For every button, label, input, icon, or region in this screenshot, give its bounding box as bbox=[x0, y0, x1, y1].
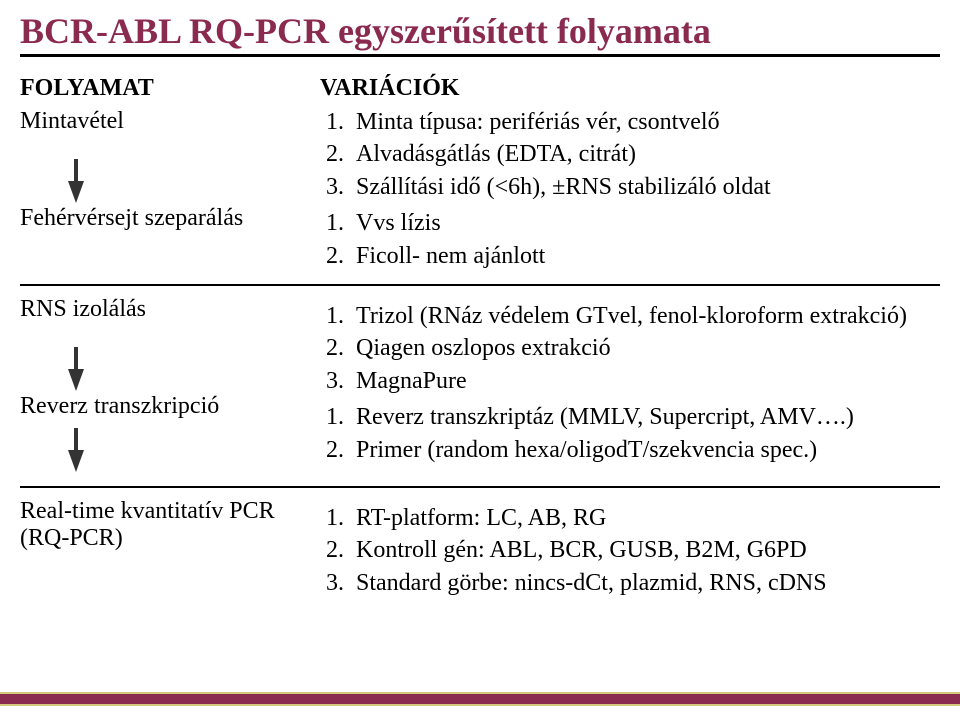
variation-list: RT-platform: LC, AB, RG Kontroll gén: AB… bbox=[350, 502, 940, 599]
list-item: Kontroll gén: ABL, BCR, GUSB, B2M, G6PD bbox=[350, 534, 940, 566]
list-item: Qiagen oszlopos extrakció bbox=[350, 332, 940, 364]
list-item: Primer (random hexa/oligodT/szekvencia s… bbox=[350, 434, 940, 466]
slide-container: BCR-ABL RQ-PCR egyszerűsített folyamata … bbox=[0, 0, 960, 720]
left-col-3: Real-time kvantitatív PCR (RQ-PCR) bbox=[20, 498, 320, 599]
left-col-2: RNS izolálás Reverz transzkripció bbox=[20, 296, 320, 474]
footer-accent-band bbox=[0, 692, 960, 706]
group-row-3: Real-time kvantitatív PCR (RQ-PCR) RT-pl… bbox=[20, 488, 940, 611]
process-label: Fehérvérsejt szeparálás bbox=[20, 205, 320, 232]
variation-list: Minta típusa: perifériás vér, csontvelő … bbox=[350, 106, 940, 203]
variation-list: Vvs lízis Ficoll- nem ajánlott bbox=[350, 207, 940, 272]
left-header: FOLYAMAT bbox=[20, 75, 320, 102]
process-label: Real-time kvantitatív PCR (RQ-PCR) bbox=[20, 498, 320, 552]
list-item: MagnaPure bbox=[350, 365, 940, 397]
list-item: RT-platform: LC, AB, RG bbox=[350, 502, 940, 534]
down-arrow-icon bbox=[68, 369, 84, 391]
group-row-2: RNS izolálás Reverz transzkripció Trizol… bbox=[20, 286, 940, 488]
right-col-2: Trizol (RNáz védelem GTvel, fenol-klorof… bbox=[320, 296, 940, 474]
slide-title: BCR-ABL RQ-PCR egyszerűsített folyamata bbox=[20, 10, 940, 57]
list-item: Szállítási idő (<6h), ±RNS stabilizáló o… bbox=[350, 171, 940, 203]
variation-list: Reverz transzkriptáz (MMLV, Supercript, … bbox=[350, 401, 940, 466]
down-arrow-icon bbox=[68, 450, 84, 472]
process-label: Mintavétel bbox=[20, 108, 320, 135]
group-row-1: FOLYAMAT Mintavétel Fehérvérsejt szepará… bbox=[20, 65, 940, 286]
variation-list: Trizol (RNáz védelem GTvel, fenol-klorof… bbox=[350, 300, 940, 397]
process-label: RNS izolálás bbox=[20, 296, 320, 323]
left-col-1: FOLYAMAT Mintavétel Fehérvérsejt szepará… bbox=[20, 75, 320, 272]
process-label: Reverz transzkripció bbox=[20, 393, 320, 420]
right-header: VARIÁCIÓK bbox=[320, 75, 940, 102]
list-item: Ficoll- nem ajánlott bbox=[350, 240, 940, 272]
list-item: Alvadásgátlás (EDTA, citrát) bbox=[350, 138, 940, 170]
list-item: Trizol (RNáz védelem GTvel, fenol-klorof… bbox=[350, 300, 940, 332]
list-item: Reverz transzkriptáz (MMLV, Supercript, … bbox=[350, 401, 940, 433]
list-item: Vvs lízis bbox=[350, 207, 940, 239]
down-arrow-icon bbox=[68, 181, 84, 203]
right-col-3: RT-platform: LC, AB, RG Kontroll gén: AB… bbox=[320, 498, 940, 599]
list-item: Standard görbe: nincs-dCt, plazmid, RNS,… bbox=[350, 567, 940, 599]
list-item: Minta típusa: perifériás vér, csontvelő bbox=[350, 106, 940, 138]
right-col-1: VARIÁCIÓK Minta típusa: perifériás vér, … bbox=[320, 75, 940, 272]
